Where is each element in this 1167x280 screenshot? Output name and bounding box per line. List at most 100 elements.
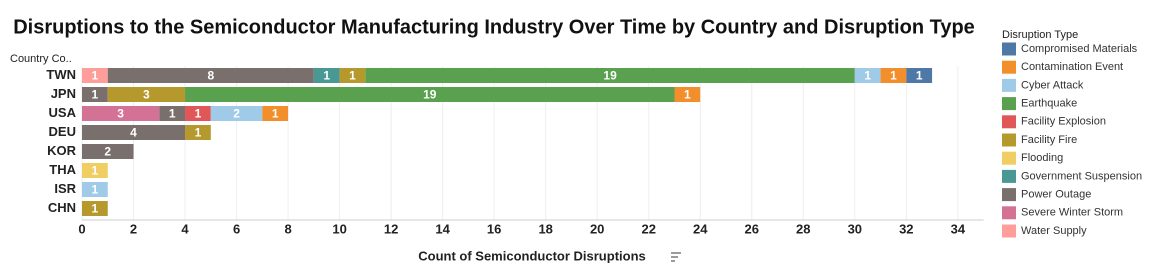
bar-segment xyxy=(159,106,186,121)
x-tick-label: 8 xyxy=(284,221,291,236)
value-label: 1 xyxy=(684,88,691,102)
value-label: 19 xyxy=(603,69,617,83)
bar-segment xyxy=(313,68,340,83)
bar-segment xyxy=(82,144,134,159)
bar-segment xyxy=(82,182,108,197)
bar-segment xyxy=(185,106,211,121)
bar-segment xyxy=(82,201,108,216)
legend-swatch xyxy=(1002,188,1016,202)
bar-segment xyxy=(82,106,160,121)
value-label: 8 xyxy=(207,69,214,83)
value-label: 1 xyxy=(92,164,99,178)
legend-swatch xyxy=(1002,97,1016,111)
value-label: 3 xyxy=(117,107,124,121)
x-tick-label: 32 xyxy=(899,221,913,236)
value-label: 1 xyxy=(916,69,923,83)
legend-title: Disruption Type xyxy=(1002,29,1078,41)
y-tick-label: TWN xyxy=(46,67,76,82)
value-label: 4 xyxy=(130,126,137,140)
legend-label: Compromised Materials xyxy=(1021,43,1138,55)
chart-title: Disruptions to the Semiconductor Manufac… xyxy=(13,16,975,38)
x-tick-label: 10 xyxy=(332,221,346,236)
y-tick-label: USA xyxy=(49,105,77,120)
bar-segment xyxy=(365,68,855,83)
bar-segment xyxy=(82,68,108,83)
value-label: 1 xyxy=(92,202,99,216)
legend-label: Earthquake xyxy=(1021,98,1077,110)
value-label: 1 xyxy=(92,88,99,102)
sort-icon[interactable] xyxy=(671,252,681,262)
bar-segment xyxy=(82,87,108,102)
legend-swatch xyxy=(1002,115,1016,129)
legend-swatch xyxy=(1002,151,1016,165)
bar-segment xyxy=(262,106,289,121)
legend-label: Facility Explosion xyxy=(1021,116,1106,128)
y-tick-label: CHN xyxy=(48,200,76,215)
legend-swatch xyxy=(1002,60,1016,74)
y-tick-label: ISR xyxy=(54,181,76,196)
x-tick-label: 22 xyxy=(641,221,655,236)
x-axis-title: Count of Semiconductor Disruptions xyxy=(418,248,646,263)
legend-swatch xyxy=(1002,133,1016,147)
x-tick-label: 34 xyxy=(951,221,966,236)
bar-segment xyxy=(854,68,881,83)
legend-label: Facility Fire xyxy=(1021,134,1077,146)
x-tick-label: 28 xyxy=(796,221,810,236)
legend-label: Contamination Event xyxy=(1021,61,1123,73)
bar-segment xyxy=(339,68,366,83)
x-tick-label: 26 xyxy=(745,221,759,236)
x-tick-label: 24 xyxy=(693,221,708,236)
value-label: 1 xyxy=(323,69,330,83)
bar-segment xyxy=(185,87,675,102)
legend-label: Severe Winter Storm xyxy=(1021,207,1123,219)
bar-segment xyxy=(82,125,186,140)
value-label: 19 xyxy=(423,88,437,102)
legend-swatch xyxy=(1002,224,1016,238)
value-label: 1 xyxy=(169,107,176,121)
x-tick-label: 12 xyxy=(384,221,398,236)
x-tick-label: 4 xyxy=(181,221,189,236)
value-label: 1 xyxy=(349,69,356,83)
x-tick-label: 30 xyxy=(848,221,862,236)
bar-segment xyxy=(880,68,907,83)
x-tick-label: 2 xyxy=(130,221,137,236)
y-axis-title: Country Co.. xyxy=(10,53,72,65)
value-label: 1 xyxy=(864,69,871,83)
x-tick-label: 20 xyxy=(590,221,604,236)
value-label: 1 xyxy=(890,69,897,83)
value-label: 3 xyxy=(143,88,150,102)
x-tick-label: 14 xyxy=(435,221,450,236)
value-label: 1 xyxy=(195,126,202,140)
x-tick-label: 16 xyxy=(487,221,501,236)
legend-label: Government Suspension xyxy=(1021,170,1142,182)
legend-swatch xyxy=(1002,42,1016,56)
legend-label: Flooding xyxy=(1021,152,1063,164)
legend-label: Power Outage xyxy=(1021,189,1091,201)
x-tick-label: 18 xyxy=(538,221,552,236)
bar-segment xyxy=(107,68,314,83)
x-tick-label: 0 xyxy=(78,221,85,236)
y-tick-label: KOR xyxy=(47,143,77,158)
y-tick-label: JPN xyxy=(51,86,76,101)
bar-segment xyxy=(82,163,108,178)
bar-segment xyxy=(674,87,701,102)
value-label: 1 xyxy=(92,69,99,83)
legend-swatch xyxy=(1002,78,1016,92)
y-tick-label: THA xyxy=(49,162,76,177)
value-label: 2 xyxy=(104,145,111,159)
x-tick-label: 6 xyxy=(233,221,240,236)
value-label: 2 xyxy=(233,107,240,121)
y-tick-label: DEU xyxy=(49,124,76,139)
bar-segment xyxy=(185,125,211,140)
value-label: 1 xyxy=(272,107,279,121)
legend-swatch xyxy=(1002,169,1016,183)
bar-segment xyxy=(906,68,933,83)
bar-segment xyxy=(107,87,186,102)
legend-swatch xyxy=(1002,206,1016,220)
bar-segment xyxy=(210,106,263,121)
value-label: 1 xyxy=(92,183,99,197)
legend-label: Water Supply xyxy=(1021,225,1087,237)
value-label: 1 xyxy=(195,107,202,121)
legend-label: Cyber Attack xyxy=(1021,79,1084,91)
